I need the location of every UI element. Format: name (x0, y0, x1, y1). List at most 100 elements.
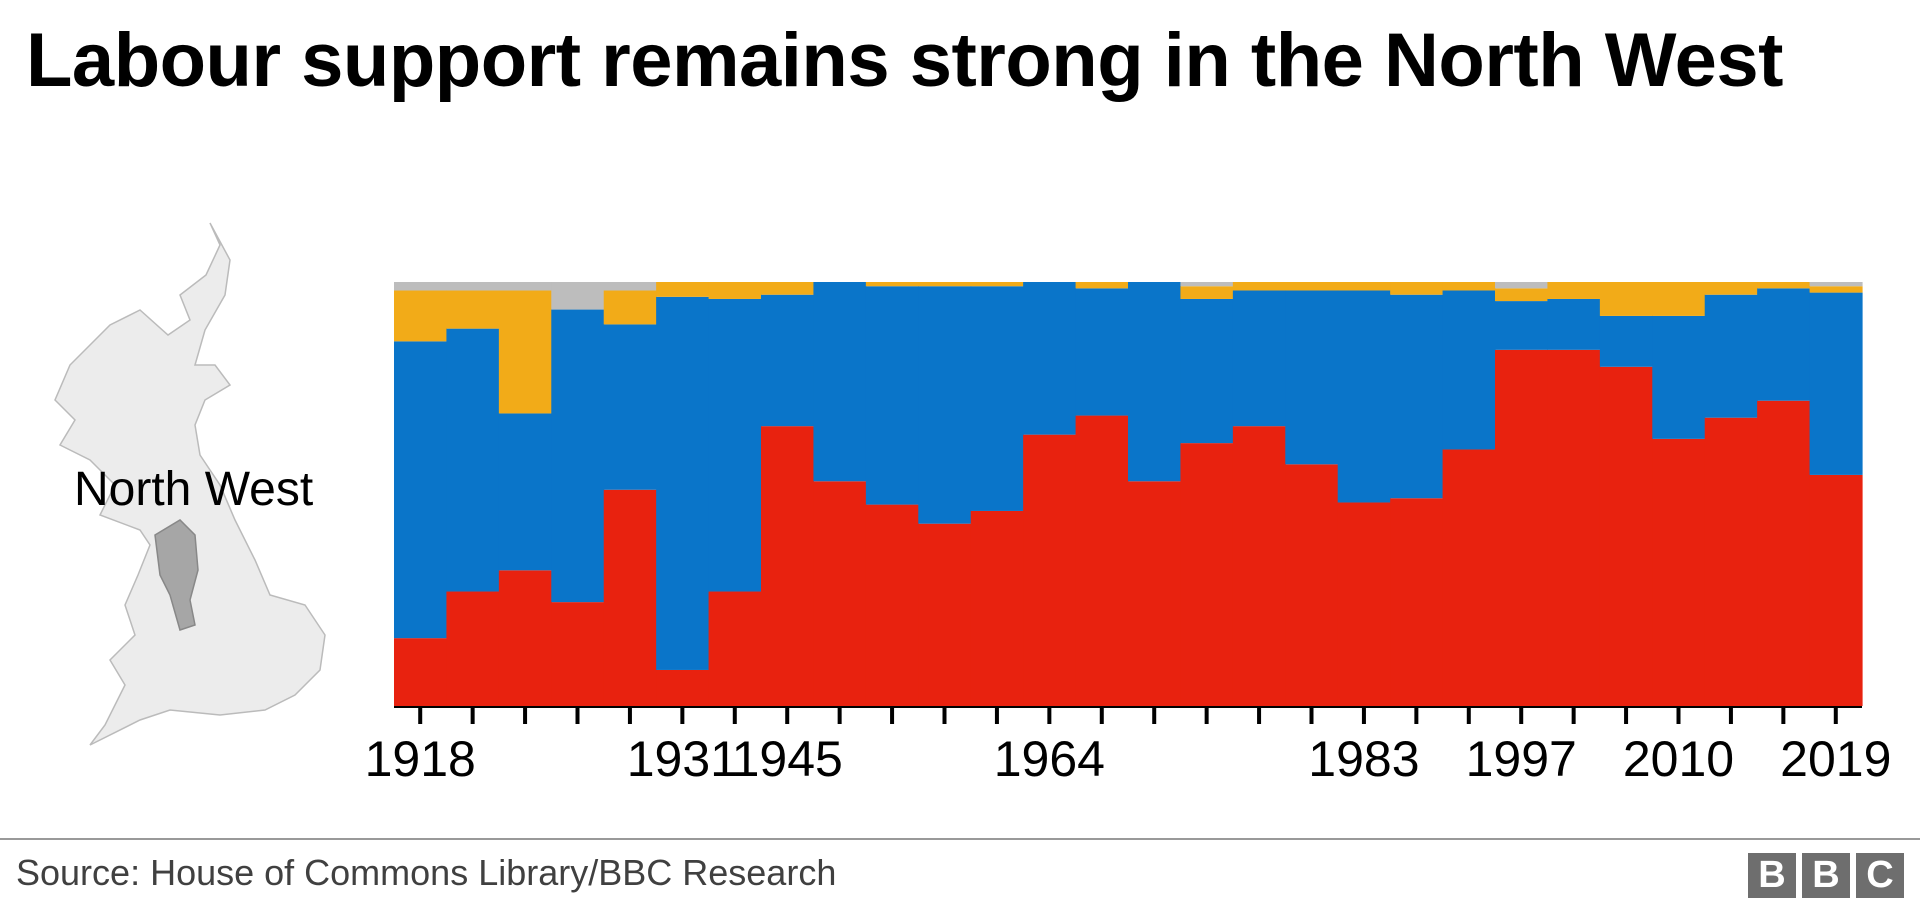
area-segment-2-1959 (970, 282, 1024, 287)
area-segment-1-2010 (1652, 315, 1706, 439)
area-segment-1-1945 (761, 294, 815, 427)
area-segment-0-Oct-1974 (1232, 426, 1286, 706)
source-note: Source: House of Commons Library/BBC Res… (16, 852, 837, 893)
area-segment-1-1983 (1337, 290, 1391, 503)
area-segment-3-1918 (394, 282, 448, 291)
area-segment-1-1970 (1128, 282, 1182, 482)
area-segment-0-1983 (1337, 502, 1391, 706)
area-segment-2-1945 (761, 282, 815, 295)
area-segment-2-1935 (708, 282, 762, 299)
area-segment-0-1987 (1390, 498, 1444, 706)
area-segment-1-2015 (1704, 294, 1758, 418)
uk-map (54, 222, 326, 746)
area-segment-1-1923 (498, 413, 552, 571)
logo-letter: B (1802, 853, 1850, 898)
area-segment-0-1951 (865, 504, 919, 706)
area-segment-3-1929 (603, 282, 657, 291)
area-segment-0-1959 (970, 510, 1024, 706)
area-segment-2-2017 (1757, 282, 1811, 289)
area-segment-0-Feb-1974 (1180, 443, 1234, 706)
area-segment-1-1950 (813, 282, 867, 482)
logo-letter: B (1748, 853, 1796, 898)
area-segment-1-1955 (918, 286, 972, 524)
area-segment-3-2019 (1809, 282, 1863, 287)
area-segment-2-2005 (1599, 282, 1653, 316)
area-segment-0-1992 (1442, 449, 1496, 706)
area-segment-1-2001 (1547, 298, 1601, 350)
area-segment-2-2001 (1547, 282, 1601, 299)
area-segment-1-1931 (656, 296, 710, 670)
area-segment-0-1918 (394, 638, 448, 706)
north-west-region (154, 519, 199, 631)
area-segment-2-2015 (1704, 282, 1758, 295)
area-segment-1-2005 (1599, 315, 1653, 367)
area-segment-2-1918 (394, 290, 448, 342)
area-segment-1-1992 (1442, 290, 1496, 450)
area-segment-2-1983 (1337, 282, 1391, 291)
area-segment-1-1979 (1285, 290, 1339, 465)
area-segment-2-1997 (1495, 288, 1549, 302)
area-segment-2-1955 (918, 282, 972, 287)
area-segment-0-1970 (1128, 481, 1182, 706)
logo-letter: C (1856, 853, 1904, 898)
area-segment-0-2010 (1652, 438, 1706, 706)
area-segment-1-Feb-1974 (1180, 298, 1234, 444)
area-segment-0-2015 (1704, 417, 1758, 706)
x-tick-label: 1918 (365, 731, 476, 787)
area-segment-2-2019 (1809, 286, 1863, 293)
area-segment-0-1931 (656, 669, 710, 706)
area-segment-3-1923 (498, 282, 552, 291)
region-label: North West (74, 463, 314, 516)
area-segment-0-2001 (1547, 349, 1601, 706)
area-segment-2-1923 (498, 290, 552, 414)
area-segment-3-Feb-1974 (1180, 282, 1234, 287)
area-segment-0-1929 (603, 489, 657, 706)
great-britain-shape (54, 222, 326, 746)
area-segment-0-1955 (918, 523, 972, 706)
area-segment-0-2005 (1599, 366, 1653, 706)
x-tick-label: 1964 (994, 731, 1105, 787)
area-segment-3-1997 (1495, 282, 1549, 289)
area-segment-2-1922 (446, 290, 500, 329)
area-segment-1-1935 (708, 298, 762, 592)
area-segment-1-1966 (1075, 288, 1129, 416)
x-tick-label: 1945 (732, 731, 843, 787)
area-segment-0-1935 (708, 591, 762, 706)
area-segment-0-1923 (498, 570, 552, 706)
area-segment-3-1922 (446, 282, 500, 291)
area-segment-0-2017 (1757, 400, 1811, 706)
x-tick-label: 1983 (1308, 731, 1419, 787)
area-segment-2-2010 (1652, 282, 1706, 316)
area-segment-1-Oct-1974 (1232, 290, 1286, 427)
area-segment-2-1987 (1390, 282, 1444, 295)
area-segment-3-1924 (551, 282, 605, 310)
area-segment-2-1929 (603, 290, 657, 325)
area-segment-2-1931 (656, 282, 710, 297)
area-segment-2-1966 (1075, 282, 1129, 289)
footer-divider (0, 838, 1920, 840)
area-segment-1-2017 (1757, 288, 1811, 401)
area-segment-0-1979 (1285, 464, 1339, 706)
area-segment-0-1950 (813, 481, 867, 706)
area-segment-1-1951 (865, 286, 919, 505)
area-segment-0-1966 (1075, 415, 1129, 706)
area-segment-0-1922 (446, 591, 500, 706)
area-segment-1-1918 (394, 341, 448, 639)
area-segment-1-1922 (446, 328, 500, 592)
area-segment-0-1997 (1495, 349, 1549, 706)
x-tick-label: 1931 (627, 731, 738, 787)
area-segment-0-1945 (761, 426, 815, 706)
area-segment-0-2019 (1809, 474, 1863, 706)
bbc-logo: B B C (1748, 853, 1904, 898)
x-tick-label: 1997 (1466, 731, 1577, 787)
chart-title: Labour support remains strong in the Nor… (26, 18, 1783, 103)
area-segment-1-1959 (970, 286, 1024, 511)
area-segment-1-1997 (1495, 301, 1549, 350)
x-tick-label: 2019 (1780, 731, 1891, 787)
area-segment-2-1951 (865, 282, 919, 287)
area-segment-0-1924 (551, 602, 605, 706)
area-segment-1-1964 (1023, 282, 1077, 435)
area-segment-2-1992 (1442, 282, 1496, 291)
area-segment-1-1987 (1390, 294, 1444, 499)
